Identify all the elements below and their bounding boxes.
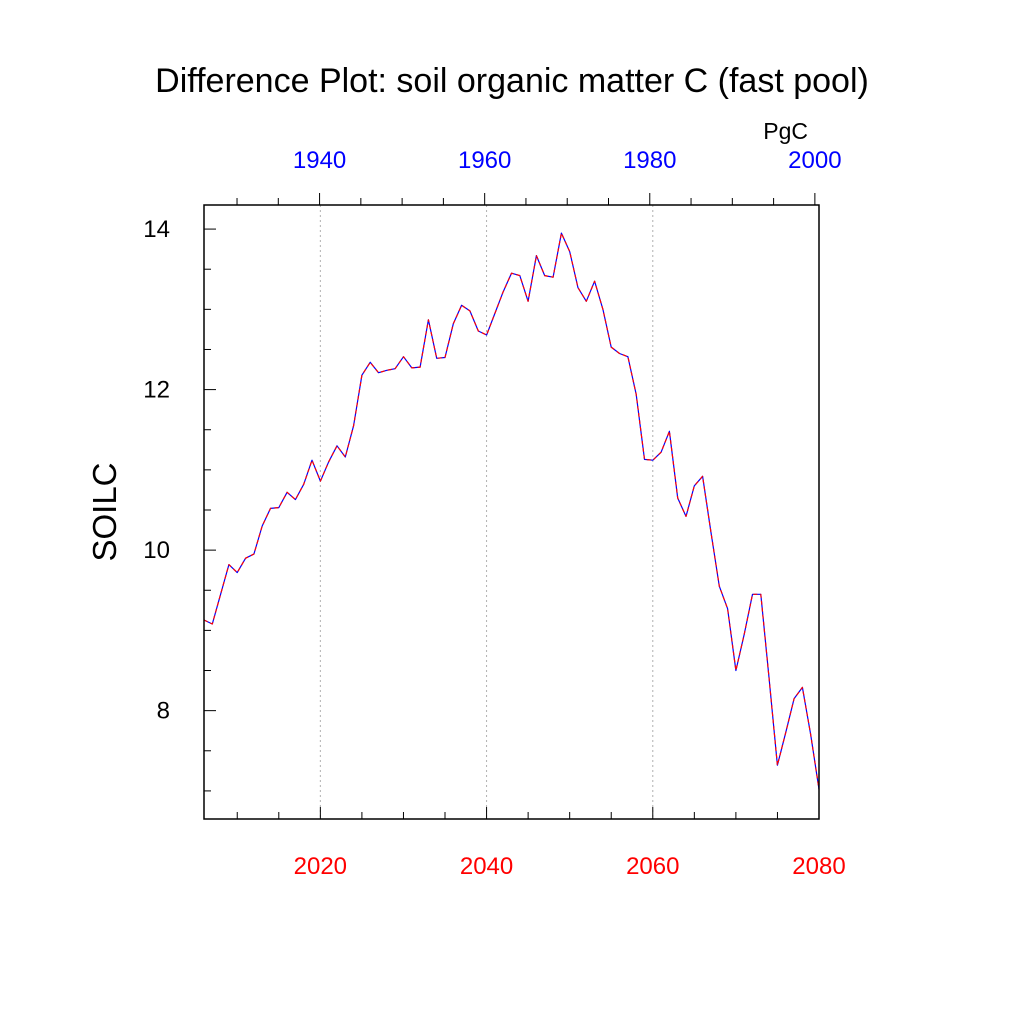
y-tick-label: 12	[143, 377, 170, 404]
x-top-tick-label: 1980	[623, 147, 676, 174]
y-tick-label: 10	[143, 537, 170, 564]
y-tick-label: 8	[157, 698, 170, 725]
y-axis-label: SOILC	[86, 462, 123, 561]
x-bottom-tick-label: 2080	[792, 853, 845, 880]
chart-title: Difference Plot: soil organic matter C (…	[155, 62, 869, 100]
tick-labels: 2020 2040 2060 2080 1940 1960 1980 2000 8 10 12 14	[143, 147, 845, 880]
axis-ticks	[204, 193, 820, 819]
x-top-tick-label: 1960	[458, 147, 511, 174]
plot-frame	[203, 204, 820, 820]
y-tick-label: 14	[143, 216, 170, 243]
x-bottom-tick-label: 2040	[460, 853, 513, 880]
units-label: PgC	[763, 118, 808, 144]
x-top-tick-label: 1940	[293, 147, 346, 174]
x-bottom-tick-label: 2020	[294, 853, 347, 880]
data-series-line	[203, 232, 820, 790]
x-top-tick-label: 2000	[788, 147, 841, 174]
data-lines	[203, 232, 820, 790]
x-bottom-tick-label: 2060	[626, 853, 679, 880]
grid-lines	[319, 205, 654, 819]
data-series-line	[203, 232, 820, 790]
